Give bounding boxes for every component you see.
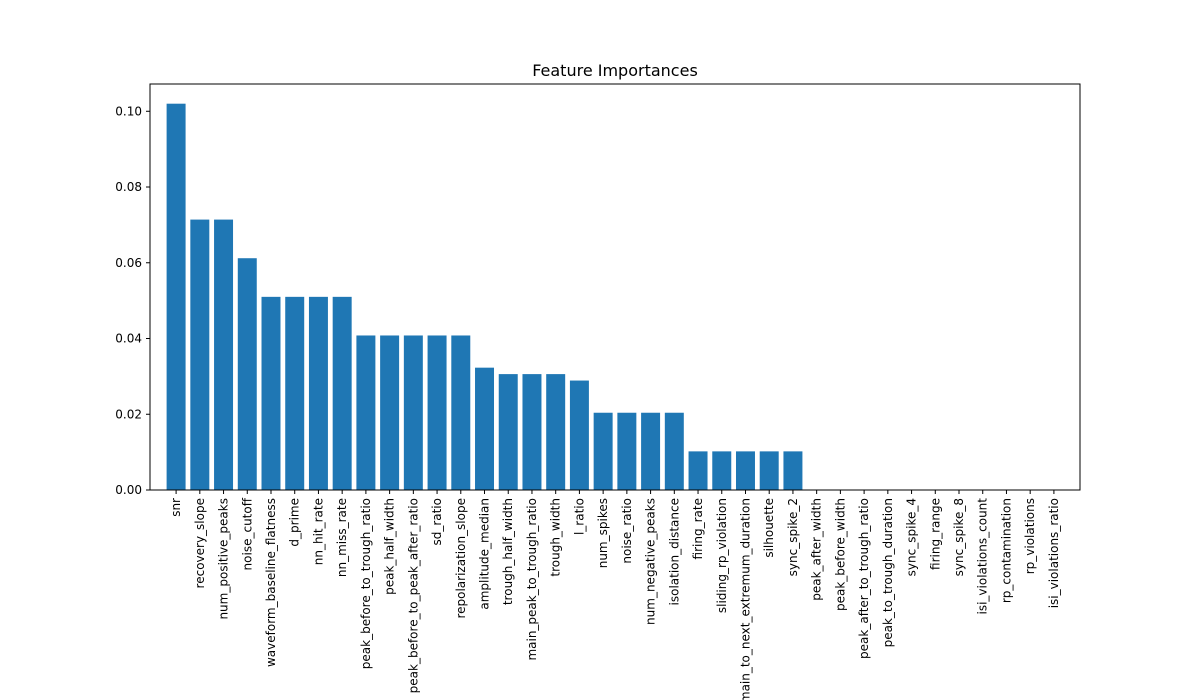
x-tick-label: peak_after_to_trough_ratio (857, 498, 871, 659)
bar (569, 380, 589, 490)
bar (664, 412, 684, 490)
x-tick-label: rp_violations (1023, 498, 1037, 574)
bar (237, 258, 257, 490)
x-tick-label: waveform_baseline_flatness (264, 498, 278, 667)
x-tick-label: num_positive_peaks (217, 498, 231, 620)
x-tick-label: recovery_slope (193, 498, 207, 588)
bar (759, 451, 779, 490)
x-tick-label: nn_miss_rate (335, 498, 349, 577)
x-tick-label: firing_range (928, 498, 942, 570)
x-tick-label: main_peak_to_trough_ratio (525, 498, 539, 661)
x-tick-label: amplitude_median (478, 498, 492, 610)
x-tick-label: peak_after_width (810, 498, 824, 601)
x-tick-label: sd_ratio (430, 498, 444, 546)
y-tick-label: 0.02 (115, 407, 142, 421)
x-tick-label: sync_spike_8 (952, 498, 966, 576)
x-tick-label: peak_before_to_trough_ratio (359, 498, 373, 669)
x-tick-label: firing_rate (691, 498, 705, 559)
y-tick-label: 0.08 (115, 180, 142, 194)
x-tick-label: isi_violations_ratio (1047, 498, 1061, 608)
x-tick-label: silhouette (762, 498, 776, 558)
bar (356, 335, 376, 490)
bar (166, 103, 186, 490)
x-tick-label: peak_half_width (383, 498, 397, 595)
bar (332, 296, 352, 490)
bar (308, 296, 328, 490)
x-tick-label: trough_width (549, 498, 563, 577)
bar (546, 374, 566, 490)
x-tick-label: rp_contamination (999, 498, 1013, 603)
x-tick-label: num_negative_peaks (644, 498, 658, 625)
x-tick-label: nn_hit_rate (311, 498, 325, 565)
bar (380, 335, 400, 490)
bar (688, 451, 708, 490)
bar (261, 296, 281, 490)
bar (593, 412, 613, 490)
x-tick-label: d_prime (288, 498, 302, 547)
x-axis: snr recovery_slope num_positive_peaks noise… (169, 490, 1061, 700)
x-tick-label: sync_spike_4 (905, 498, 919, 576)
bar (285, 296, 305, 490)
x-tick-label: main_to_next_extremum_duration (738, 498, 752, 700)
y-tick-label: 0.06 (115, 256, 142, 270)
x-tick-label: isolation_distance (667, 498, 681, 605)
x-tick-label: peak_to_trough_duration (881, 498, 895, 647)
bar (735, 451, 755, 490)
x-tick-label: trough_half_width (501, 498, 515, 605)
bar (451, 335, 471, 490)
x-tick-label: sync_spike_2 (786, 498, 800, 576)
x-tick-label: isi_violations_count (976, 498, 990, 615)
chart-title: Feature Importances (532, 61, 698, 80)
y-tick-label: 0.10 (115, 104, 142, 118)
x-tick-label: snr (169, 498, 183, 517)
x-tick-label: sliding_rp_violation (715, 498, 729, 613)
bar (403, 335, 423, 490)
x-tick-label: peak_before_to_peak_after_ratio (406, 498, 420, 693)
bar (783, 451, 803, 490)
x-tick-label: noise_cutoff (240, 497, 254, 570)
bar (712, 451, 732, 490)
x-tick-label: l_ratio (572, 498, 586, 535)
bar (522, 374, 542, 490)
y-tick-label: 0.04 (115, 332, 142, 346)
bar (498, 374, 518, 490)
bar (214, 219, 234, 490)
plot-frame (149, 83, 1081, 491)
bars-group (166, 103, 803, 490)
y-axis: 0.00 0.02 0.04 0.06 0.08 0.10 (115, 104, 150, 497)
bar (475, 367, 495, 490)
x-tick-label: repolarization_slope (454, 498, 468, 619)
x-tick-label: noise_ratio (620, 498, 634, 564)
x-tick-label: peak_before_width (833, 498, 847, 611)
bar (190, 219, 210, 490)
bar (617, 412, 637, 490)
bar (641, 412, 661, 490)
y-tick-label: 0.00 (115, 483, 142, 497)
bar (427, 335, 447, 490)
x-tick-label: num_spikes (596, 498, 610, 568)
